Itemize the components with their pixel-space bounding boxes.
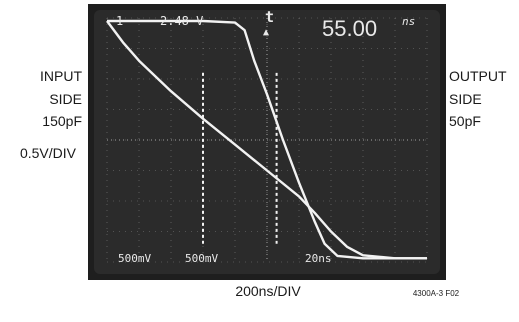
delta-t-readout: 55.00 [322,16,377,41]
output-side-labels: OUTPUT SIDE 50pF [449,68,507,129]
input-side-trace [106,20,427,260]
figure-id: 4300A-3 F02 [413,289,460,298]
delta-t-icon: t [265,8,274,26]
scope-channel-readout: 1 [116,14,123,28]
graticule [106,17,428,263]
waveform-traces [106,19,427,260]
time-cursors [202,72,278,244]
output-side-label-3: 50pF [449,113,481,129]
output-side-trace [107,19,427,260]
ch1-scale-readout: 500mV [118,252,151,265]
ch2-scale-readout: 500mV [185,252,218,265]
input-side-label-2: SIDE [49,91,82,107]
delta-t-unit: ns [402,15,415,28]
delta-marker-icon: ▲ [263,27,269,38]
input-side-labels: INPUT SIDE 150pF 0.5V/DIV [20,68,82,161]
horizontal-scale-label: 200ns/DIV [235,283,301,299]
input-side-label-1: INPUT [40,68,82,84]
scope-level-readout: 2.48 V [160,14,203,28]
output-side-label-2: SIDE [449,91,482,107]
input-side-label-3: 150pF [42,113,82,129]
vertical-scale-label: 0.5V/DIV [20,145,77,161]
output-side-label-1: OUTPUT [449,68,507,84]
timebase-readout: 20ns [305,252,332,265]
